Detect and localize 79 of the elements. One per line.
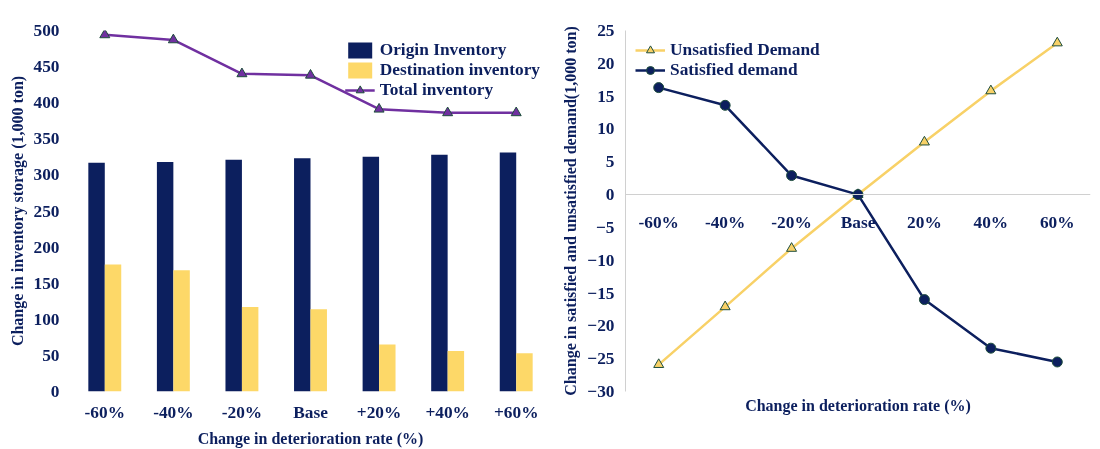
- legend-label: Destination inventory: [379, 60, 540, 80]
- x-tick-label: Base: [293, 402, 329, 422]
- x-tick-label: -40%: [704, 212, 746, 232]
- y-tick-label: 50: [42, 345, 60, 365]
- point: [510, 106, 522, 117]
- x-tick-label: -20%: [221, 402, 263, 422]
- y-tick-label: 400: [33, 93, 60, 113]
- point: [236, 67, 248, 78]
- y-tick-label: 15: [597, 86, 615, 106]
- y-tick-label: 350: [33, 129, 60, 149]
- y-tick-label: 250: [33, 201, 60, 221]
- bar: [225, 159, 242, 392]
- y-tick-label: 150: [33, 273, 60, 293]
- x-tick-label: -60%: [84, 402, 126, 422]
- legend-label: Origin Inventory: [379, 40, 507, 60]
- bar: [362, 156, 380, 392]
- point: [918, 135, 930, 146]
- x-tick-label: +40%: [425, 402, 470, 422]
- bar: [379, 344, 396, 392]
- y-tick-label: 5: [605, 152, 615, 172]
- legend-label: Unsatisfied Demand: [670, 40, 820, 60]
- bar: [156, 161, 174, 392]
- x-tick-label: +20%: [356, 402, 402, 422]
- y-tick-label: −25: [587, 349, 615, 369]
- x-axis-title: Change in deterioration rate (%): [745, 396, 971, 415]
- y-axis-title: Change in satisfied and unsatisfied demand(1,000 ton): [562, 26, 581, 396]
- point: [1051, 36, 1063, 47]
- y-tick-label: −30: [587, 382, 615, 401]
- point: [653, 358, 665, 368]
- x-tick-label: 40%: [973, 212, 1009, 232]
- x-tick-label: 20%: [907, 212, 942, 232]
- point: [442, 106, 454, 117]
- point: [985, 342, 997, 354]
- point: [719, 300, 731, 311]
- y-tick-label: 500: [33, 21, 60, 40]
- y-tick-label: −20: [587, 316, 615, 336]
- y-tick-label: 0: [50, 382, 60, 401]
- x-axis-title: Change in deterioration rate (%): [197, 429, 424, 448]
- legend-label: Total inventory: [379, 80, 494, 100]
- bar: [310, 309, 327, 392]
- legend-label: Satisfied demand: [670, 60, 798, 80]
- bar: [294, 158, 311, 392]
- y-tick-label: 0: [605, 185, 615, 205]
- bar: [173, 270, 190, 392]
- y-tick-label: 450: [33, 57, 60, 77]
- x-tick-label: Base: [840, 212, 876, 232]
- x-tick-label: -20%: [771, 212, 812, 232]
- point: [167, 33, 179, 44]
- point: [1051, 356, 1063, 368]
- bar: [499, 152, 517, 392]
- point: [719, 99, 731, 111]
- bar: [447, 351, 465, 392]
- y-tick-label: 10: [597, 119, 615, 139]
- bar: [104, 264, 122, 392]
- point: [653, 82, 665, 94]
- y-tick-label: −15: [587, 283, 615, 303]
- y-tick-label: 20: [597, 53, 615, 73]
- point: [373, 102, 385, 113]
- x-tick-label: +60%: [493, 402, 539, 422]
- point: [305, 68, 316, 79]
- x-tick-label: 60%: [1039, 212, 1075, 232]
- bar: [88, 162, 105, 392]
- y-tick-label: 300: [33, 165, 60, 185]
- x-tick-label: -60%: [638, 212, 679, 232]
- x-tick-label: -40%: [153, 402, 194, 422]
- bar: [516, 353, 533, 392]
- point: [918, 294, 930, 306]
- y-tick-label: 100: [33, 309, 60, 329]
- point: [786, 170, 798, 182]
- y-tick-label: 25: [597, 21, 615, 40]
- y-tick-label: −10: [587, 250, 615, 270]
- y-axis-title: Change in inventory storage (1,000 ton): [8, 75, 27, 347]
- point: [985, 84, 997, 95]
- point: [99, 30, 111, 39]
- bar: [241, 307, 259, 392]
- bar: [431, 154, 448, 392]
- y-tick-label: 200: [33, 237, 60, 257]
- y-tick-label: −5: [595, 217, 615, 237]
- point: [786, 242, 798, 252]
